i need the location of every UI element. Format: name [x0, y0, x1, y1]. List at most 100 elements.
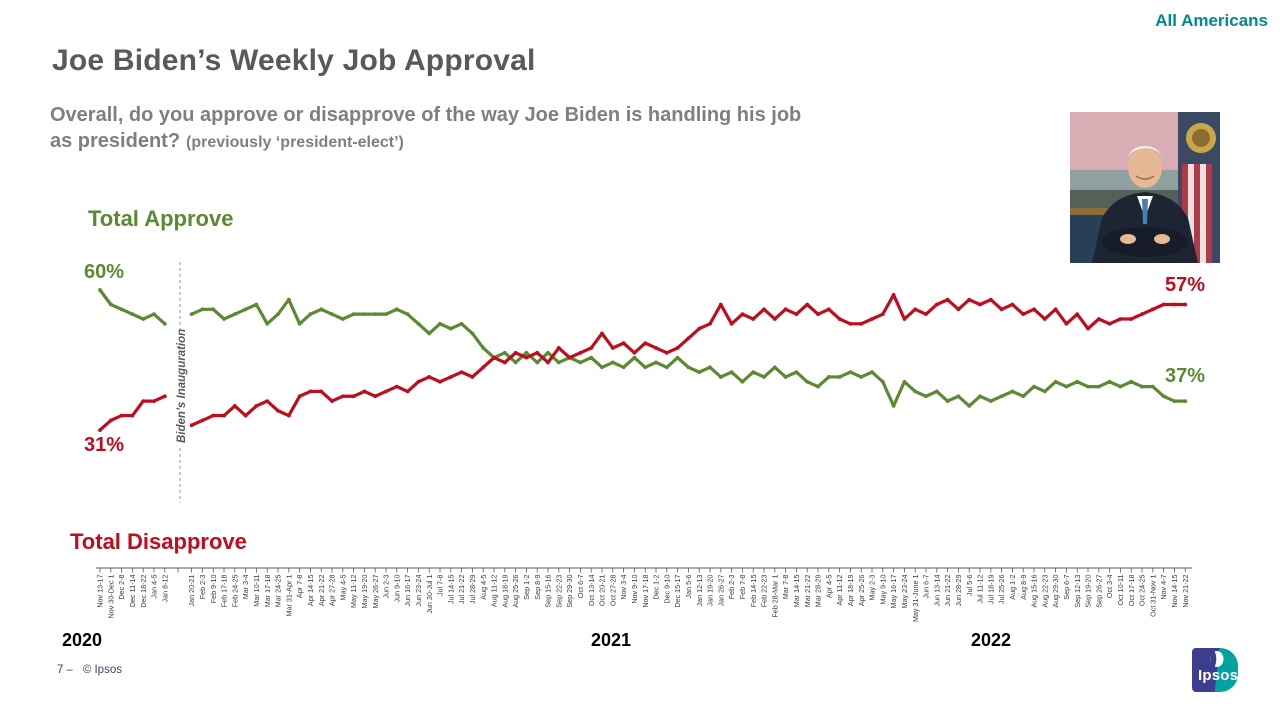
svg-text:May 16-17: May 16-17 — [889, 575, 898, 609]
svg-text:Sep 15-16: Sep 15-16 — [544, 575, 553, 608]
survey-question-line2: as president? — [50, 130, 181, 152]
svg-text:Mar 7-8: Mar 7-8 — [781, 574, 790, 599]
year-label-2022: 2022 — [971, 630, 1012, 650]
svg-text:Nov 4-7: Nov 4-7 — [1159, 575, 1168, 600]
svg-text:Mar 3-4: Mar 3-4 — [241, 574, 250, 599]
svg-text:Mar 17-18: Mar 17-18 — [263, 575, 272, 608]
ipsos-logo-text: Ipsos — [1198, 667, 1239, 684]
svg-text:Aug 29-30: Aug 29-30 — [1051, 575, 1060, 608]
svg-text:Oct 13-14: Oct 13-14 — [587, 574, 596, 606]
svg-text:Aug 15-16: Aug 15-16 — [1030, 575, 1039, 608]
svg-text:Sep 19-20: Sep 19-20 — [1084, 575, 1093, 608]
svg-text:Aug 22-23: Aug 22-23 — [1040, 575, 1049, 608]
svg-text:Dec 2-8: Dec 2-8 — [117, 575, 126, 600]
svg-text:Jul 21-22: Jul 21-22 — [457, 575, 466, 605]
svg-text:Apr 21-22: Apr 21-22 — [317, 575, 326, 607]
svg-text:Aug 18-19: Aug 18-19 — [500, 575, 509, 608]
approve-start-value: 60% — [84, 261, 125, 283]
svg-text:May 26-27: May 26-27 — [371, 575, 380, 609]
svg-text:Dec 15-17: Dec 15-17 — [673, 575, 682, 608]
svg-text:Feb 7-8: Feb 7-8 — [738, 575, 747, 600]
svg-text:Dec 1-2: Dec 1-2 — [652, 575, 661, 600]
svg-text:Sep 1-2: Sep 1-2 — [522, 575, 531, 600]
svg-text:Jun 2-3: Jun 2-3 — [382, 575, 391, 599]
page-number: 7 — [57, 664, 64, 676]
svg-text:Mar 28-29: Mar 28-29 — [814, 575, 823, 608]
svg-text:Oct 31-Nov 1: Oct 31-Nov 1 — [1148, 574, 1157, 616]
person-silhouette-icon — [1092, 146, 1198, 263]
svg-text:Apr 4-5: Apr 4-5 — [824, 575, 833, 599]
svg-text:Jun 21-22: Jun 21-22 — [943, 574, 952, 606]
svg-text:Dec 11-14: Dec 11-14 — [128, 575, 137, 608]
svg-text:Feb 22-23: Feb 22-23 — [760, 574, 769, 607]
svg-text:Feb 24-25: Feb 24-25 — [230, 574, 239, 607]
svg-text:Jul 18-19: Jul 18-19 — [986, 575, 995, 605]
disapprove-start-value: 31% — [84, 434, 125, 456]
svg-text:Jul 11-12: Jul 11-12 — [976, 575, 985, 604]
svg-text:Jun 16-17: Jun 16-17 — [403, 574, 412, 606]
svg-text:Aug 8-9: Aug 8-9 — [1019, 575, 1028, 600]
svg-text:May 2-3: May 2-3 — [868, 575, 877, 601]
svg-text:Aug 25-26: Aug 25-26 — [511, 575, 520, 608]
svg-text:Jan 4-5: Jan 4-5 — [150, 575, 159, 599]
legend-total-disapprove: Total Disapprove — [70, 529, 247, 554]
svg-text:Apr 14-15: Apr 14-15 — [306, 575, 315, 607]
svg-text:Feb 9-10: Feb 9-10 — [209, 575, 218, 604]
ipsos-logo: Ipsos — [1192, 648, 1238, 692]
svg-text:Apr 18-19: Apr 18-19 — [846, 575, 855, 607]
svg-text:Jun 9-10: Jun 9-10 — [392, 575, 401, 603]
svg-text:Mar 14-15: Mar 14-15 — [792, 575, 801, 608]
svg-text:Jul 14-15: Jul 14-15 — [446, 575, 455, 605]
survey-question-line1: Overall, do you approve or disapprove of… — [50, 104, 802, 126]
svg-text:Sep 12-13: Sep 12-13 — [1073, 575, 1082, 608]
svg-text:Nov 9-10: Nov 9-10 — [630, 575, 639, 604]
svg-text:Jun 13-14: Jun 13-14 — [932, 574, 941, 606]
svg-text:Oct 24-25: Oct 24-25 — [1138, 574, 1147, 606]
svg-text:Jun 28-29: Jun 28-29 — [954, 574, 963, 606]
svg-text:Nov 21-22: Nov 21-22 — [1181, 575, 1190, 608]
svg-text:Mar 10-11: Mar 10-11 — [252, 575, 261, 607]
svg-text:Nov 3-4: Nov 3-4 — [619, 575, 628, 600]
survey-question: Overall, do you approve or disapprove of… — [50, 102, 990, 156]
survey-question-note: (previously ‘president-elect’) — [186, 134, 404, 151]
svg-text:Sep 22-23: Sep 22-23 — [554, 575, 563, 608]
svg-text:Biden’s Inauguration: Biden’s Inauguration — [176, 329, 188, 443]
disapprove-end-value: 57% — [1165, 274, 1206, 296]
svg-text:Nov 13-17: Nov 13-17 — [96, 575, 105, 608]
svg-text:May 31-June 1: May 31-June 1 — [911, 575, 920, 623]
svg-text:Oct 3-4: Oct 3-4 — [1105, 575, 1114, 599]
svg-text:Dec 9-10: Dec 9-10 — [662, 575, 671, 604]
svg-text:Aug 11-12: Aug 11-12 — [490, 575, 499, 608]
svg-text:Feb 2-3: Feb 2-3 — [198, 575, 207, 600]
svg-text:Sep 8-9: Sep 8-9 — [533, 575, 542, 600]
svg-text:Aug 4-5: Aug 4-5 — [479, 575, 488, 600]
svg-text:Dec 18-22: Dec 18-22 — [139, 575, 148, 608]
svg-text:Sep 6-7: Sep 6-7 — [1062, 575, 1071, 600]
svg-text:Apr 25-26: Apr 25-26 — [857, 575, 866, 607]
svg-text:Sep 29-30: Sep 29-30 — [565, 575, 574, 608]
slide-footer: 7– © Ipsos — [57, 664, 122, 676]
svg-text:Feb 2-3: Feb 2-3 — [727, 575, 736, 600]
svg-text:Jun 30-Jul 1: Jun 30-Jul 1 — [425, 574, 434, 613]
legend-total-approve: Total Approve — [88, 206, 234, 231]
page-title: Joe Biden’s Weekly Job Approval — [52, 44, 536, 77]
approve-end-value: 37% — [1165, 365, 1206, 387]
svg-text:Feb 17-18: Feb 17-18 — [220, 574, 229, 607]
svg-text:Jul 28-29: Jul 28-29 — [468, 575, 477, 605]
svg-text:Jan 26-27: Jan 26-27 — [716, 574, 725, 606]
svg-text:Feb 28-Mar 1: Feb 28-Mar 1 — [770, 575, 779, 618]
ipsos-faces-icon — [1210, 651, 1224, 667]
svg-text:Apr 11-12: Apr 11-12 — [835, 574, 844, 605]
footer-copyright: © Ipsos — [82, 664, 122, 676]
svg-text:Jul 25-26: Jul 25-26 — [997, 574, 1006, 604]
svg-text:Aug 1-2: Aug 1-2 — [1008, 575, 1017, 600]
svg-text:Jul 5-6: Jul 5-6 — [965, 575, 974, 597]
svg-text:Mar 24-25: Mar 24-25 — [274, 575, 283, 608]
svg-text:Oct 27-28: Oct 27-28 — [608, 574, 617, 606]
svg-text:May 11-12: May 11-12 — [349, 575, 358, 608]
year-label-2021: 2021 — [591, 630, 632, 650]
audience-label: All Americans — [1155, 11, 1268, 30]
svg-text:May 23-24: May 23-24 — [900, 575, 909, 609]
